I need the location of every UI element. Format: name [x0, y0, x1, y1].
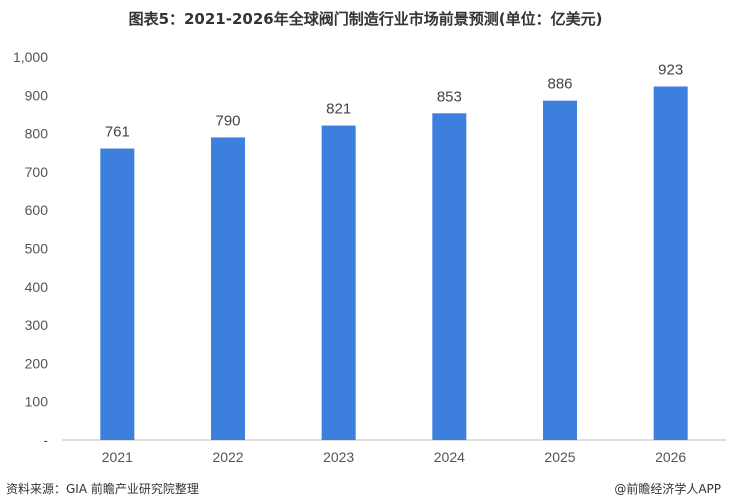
data-label-2021: 761 [105, 124, 130, 141]
y-tick-label: 900 [25, 87, 49, 103]
y-axis: - 100 200 300 400 500 600 700 800 900 1,000 [13, 49, 48, 448]
data-label-2025: 886 [547, 76, 572, 93]
bars: 761 790 821 853 886 923 [100, 61, 688, 441]
y-tick-label: 300 [25, 317, 49, 333]
bar-chart: - 100 200 300 400 500 600 700 800 900 1,000 761 790… [13, 49, 726, 465]
y-tick-label: 500 [25, 241, 49, 257]
y-tick-label: 800 [25, 126, 49, 142]
data-label-2026: 923 [658, 61, 683, 78]
data-label-2022: 790 [215, 112, 240, 129]
y-tick-label: 100 [25, 394, 49, 410]
chart-title: 图表5：2021-2026年全球阀门制造行业市场前景预测(单位：亿美元) [128, 10, 603, 28]
data-label-2023: 821 [326, 101, 351, 118]
data-label-2024: 853 [437, 88, 462, 105]
bar-2025 [543, 100, 577, 441]
bar-2021 [100, 148, 135, 441]
y-tick-label: - [43, 432, 48, 448]
x-tick-label: 2025 [544, 449, 575, 465]
x-tick-label: 2023 [323, 449, 354, 465]
y-tick-label: 700 [25, 164, 49, 180]
y-tick-label: 1,000 [13, 49, 48, 65]
bar-2024 [432, 113, 467, 441]
bar-2023 [321, 125, 356, 440]
bar-2022 [211, 137, 245, 440]
footer: 资料来源：GIA 前瞻产业研究院整理 @前瞻经济学人APP [0, 474, 731, 504]
brand-label: @前瞻经济学人APP [614, 482, 721, 496]
x-tick-label: 2022 [212, 449, 243, 465]
x-tick-label: 2024 [434, 449, 465, 465]
source-note: 资料来源：GIA 前瞻产业研究院整理 [6, 482, 199, 496]
y-tick-label: 200 [25, 355, 49, 371]
y-tick-label: 400 [25, 279, 49, 295]
x-axis: 2021 2022 2023 2024 2025 2026 [102, 449, 687, 465]
x-tick-label: 2026 [655, 449, 686, 465]
y-tick-label: 600 [25, 202, 49, 218]
x-tick-label: 2021 [102, 449, 133, 465]
bar-2026 [653, 86, 688, 440]
